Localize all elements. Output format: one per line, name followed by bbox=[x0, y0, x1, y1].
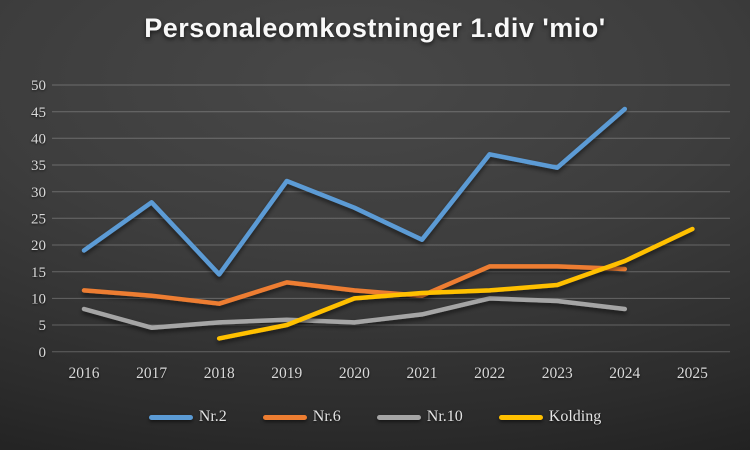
x-tick-label-2022: 2022 bbox=[474, 365, 505, 382]
legend-item-nr6: Nr.6 bbox=[262, 408, 341, 426]
x-tick-label-2018: 2018 bbox=[204, 365, 235, 382]
x-tick-label-2019: 2019 bbox=[271, 365, 302, 382]
legend-item-nr2: Nr.2 bbox=[148, 408, 227, 426]
y-tick-label-30: 30 bbox=[31, 185, 46, 201]
y-tick-label-15: 15 bbox=[31, 265, 46, 281]
y-tick-label-35: 35 bbox=[31, 158, 46, 174]
chart-legend: Nr.2 Nr.6 Nr.10 Kolding bbox=[0, 402, 750, 432]
legend-line-swatch-kolding bbox=[498, 414, 543, 420]
legend-item-kolding: Kolding bbox=[498, 408, 602, 426]
x-tick-label-2017: 2017 bbox=[136, 365, 167, 382]
x-tick-label-2024: 2024 bbox=[609, 365, 640, 382]
y-tick-label-25: 25 bbox=[31, 212, 46, 228]
y-tick-label-45: 45 bbox=[31, 105, 46, 121]
x-tick-label-2025: 2025 bbox=[677, 365, 708, 382]
legend-label-nr10: Nr.10 bbox=[426, 408, 463, 425]
chart-title: Personaleomkostninger 1.div 'mio' bbox=[144, 13, 606, 43]
y-tick-label-10: 10 bbox=[31, 292, 46, 308]
x-tick-label-2023: 2023 bbox=[542, 365, 573, 382]
legend-label-nr6: Nr.6 bbox=[312, 408, 341, 425]
y-tick-label-5: 5 bbox=[39, 318, 47, 334]
y-axis-tick-labels: 0 5 10 15 20 25 30 35 40 45 50 bbox=[31, 78, 46, 361]
y-tick-label-20: 20 bbox=[31, 238, 46, 254]
x-tick-label-2016: 2016 bbox=[69, 365, 100, 382]
legend-line-swatch-nr10 bbox=[376, 414, 421, 420]
y-tick-label-40: 40 bbox=[31, 132, 46, 148]
legend-item-nr10: Nr.10 bbox=[376, 408, 463, 426]
x-tick-label-2020: 2020 bbox=[339, 365, 370, 382]
legend-line-swatch-nr6 bbox=[262, 414, 307, 420]
series-line-nr10 bbox=[81, 296, 628, 330]
legend-line-swatch-nr2 bbox=[148, 414, 193, 420]
y-tick-label-0: 0 bbox=[39, 345, 47, 361]
legend-label-kolding: Kolding bbox=[548, 408, 602, 425]
gridlines bbox=[52, 84, 730, 353]
series-line-nr6 bbox=[81, 264, 628, 306]
series-line-nr2 bbox=[81, 106, 628, 277]
series-lines bbox=[81, 106, 695, 341]
legend-label-nr2: Nr.2 bbox=[198, 408, 227, 425]
series-line-kolding bbox=[216, 226, 695, 341]
x-tick-label-2021: 2021 bbox=[407, 365, 438, 382]
y-tick-label-50: 50 bbox=[31, 78, 46, 94]
x-axis-tick-labels: 2016 2017 2018 2019 2020 2021 2022 2023 2024 2025 bbox=[69, 365, 709, 382]
